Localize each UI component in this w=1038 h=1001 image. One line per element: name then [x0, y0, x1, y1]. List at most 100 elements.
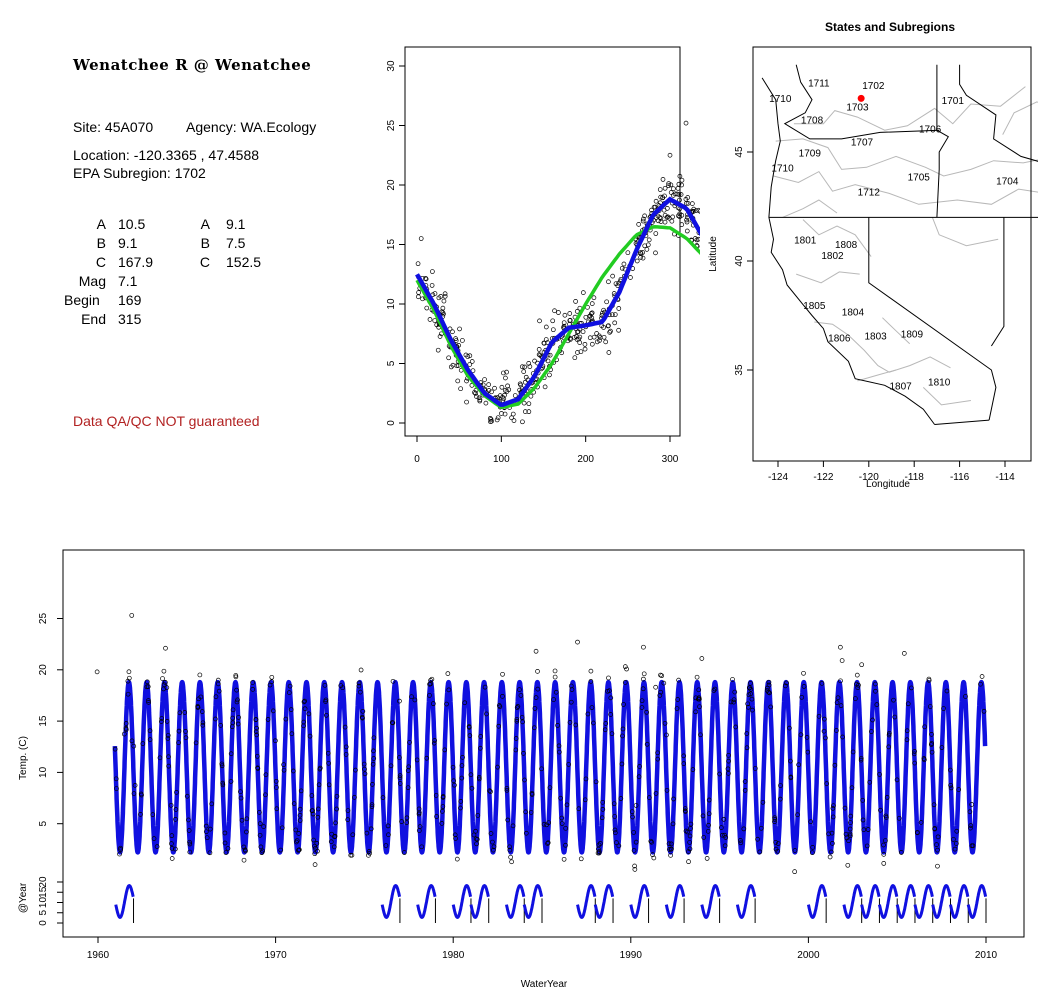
data-point — [250, 687, 256, 692]
data-point — [679, 182, 685, 188]
data-point — [609, 312, 615, 318]
data-point — [255, 766, 261, 771]
region-label: 1706 — [919, 124, 942, 135]
data-point — [497, 704, 503, 710]
data-point — [969, 843, 975, 849]
data-point — [257, 821, 263, 826]
data-point — [573, 299, 578, 304]
data-point — [176, 728, 182, 734]
data-point — [423, 275, 428, 281]
data-point — [935, 863, 940, 869]
data-point — [853, 696, 858, 701]
data-point — [238, 789, 243, 795]
data-point — [430, 701, 436, 707]
data-point — [450, 764, 456, 770]
data-point — [682, 808, 688, 814]
data-point — [582, 341, 588, 347]
data-point — [517, 687, 522, 692]
data-point — [446, 687, 452, 693]
data-point — [522, 364, 528, 370]
data-point — [816, 713, 822, 719]
data-point — [583, 314, 589, 320]
data-point — [315, 806, 321, 812]
year-curve — [895, 884, 917, 919]
data-point — [477, 776, 482, 782]
data-point — [911, 751, 917, 757]
data-point — [576, 806, 582, 812]
x-tick-label: 100 — [493, 454, 510, 465]
data-point — [467, 362, 473, 367]
data-point — [476, 775, 482, 780]
data-point — [719, 832, 725, 838]
data-point — [371, 748, 376, 754]
data-point — [772, 819, 777, 825]
data-point — [239, 817, 245, 823]
data-point — [644, 247, 650, 252]
data-point — [138, 791, 144, 797]
data-point — [634, 258, 640, 264]
coef-value-c: 167.9 — [118, 254, 154, 270]
data-point — [850, 749, 856, 755]
data-point — [424, 755, 430, 761]
data-point — [860, 817, 866, 823]
data-point — [507, 847, 513, 853]
data-point — [196, 696, 202, 702]
data-point — [289, 731, 295, 737]
data-point — [186, 817, 191, 823]
data-point — [556, 743, 562, 749]
data-point — [488, 831, 494, 836]
data-point — [230, 715, 235, 721]
data-point — [622, 664, 628, 670]
data-point — [561, 320, 567, 326]
data-point — [126, 669, 132, 675]
data-point — [195, 704, 201, 710]
data-point — [219, 763, 225, 769]
data-point — [294, 839, 299, 845]
data-point — [222, 830, 228, 836]
data-point — [545, 358, 551, 364]
data-point — [840, 734, 845, 740]
data-point — [203, 823, 209, 829]
data-point — [464, 378, 469, 384]
region-label: 1804 — [842, 308, 865, 319]
data-point — [935, 834, 941, 840]
data-point — [661, 680, 667, 686]
data-point — [557, 749, 562, 755]
data-point — [517, 381, 523, 387]
data-point — [749, 707, 755, 713]
data-point — [618, 796, 624, 801]
data-point — [487, 788, 492, 794]
data-point — [397, 755, 402, 760]
data-point — [326, 760, 331, 766]
data-point — [326, 782, 332, 788]
x-tick-label: 0 — [414, 454, 420, 465]
data-point — [764, 685, 770, 691]
data-point — [640, 676, 646, 682]
data-point — [523, 830, 529, 836]
data-point — [228, 779, 234, 784]
data-point — [631, 830, 636, 835]
data-point — [520, 419, 525, 425]
data-point — [633, 803, 639, 808]
data-point — [653, 231, 659, 236]
data-point — [430, 269, 435, 274]
data-point — [371, 756, 377, 761]
x-tick-label: 1960 — [87, 950, 110, 961]
data-point — [358, 667, 364, 673]
data-point — [424, 305, 430, 311]
data-point — [847, 833, 853, 839]
region-label: 1704 — [996, 177, 1019, 188]
data-point — [440, 795, 446, 800]
data-point — [414, 757, 420, 763]
subregion-boundary — [931, 217, 999, 247]
data-point — [445, 671, 451, 676]
data-point — [123, 725, 129, 731]
data-point — [621, 261, 627, 267]
data-point — [606, 279, 611, 285]
data-point — [420, 296, 425, 302]
data-point — [356, 680, 362, 686]
data-point — [591, 295, 597, 301]
data-point — [434, 814, 439, 819]
data-point — [758, 825, 764, 831]
data-point — [795, 812, 800, 818]
